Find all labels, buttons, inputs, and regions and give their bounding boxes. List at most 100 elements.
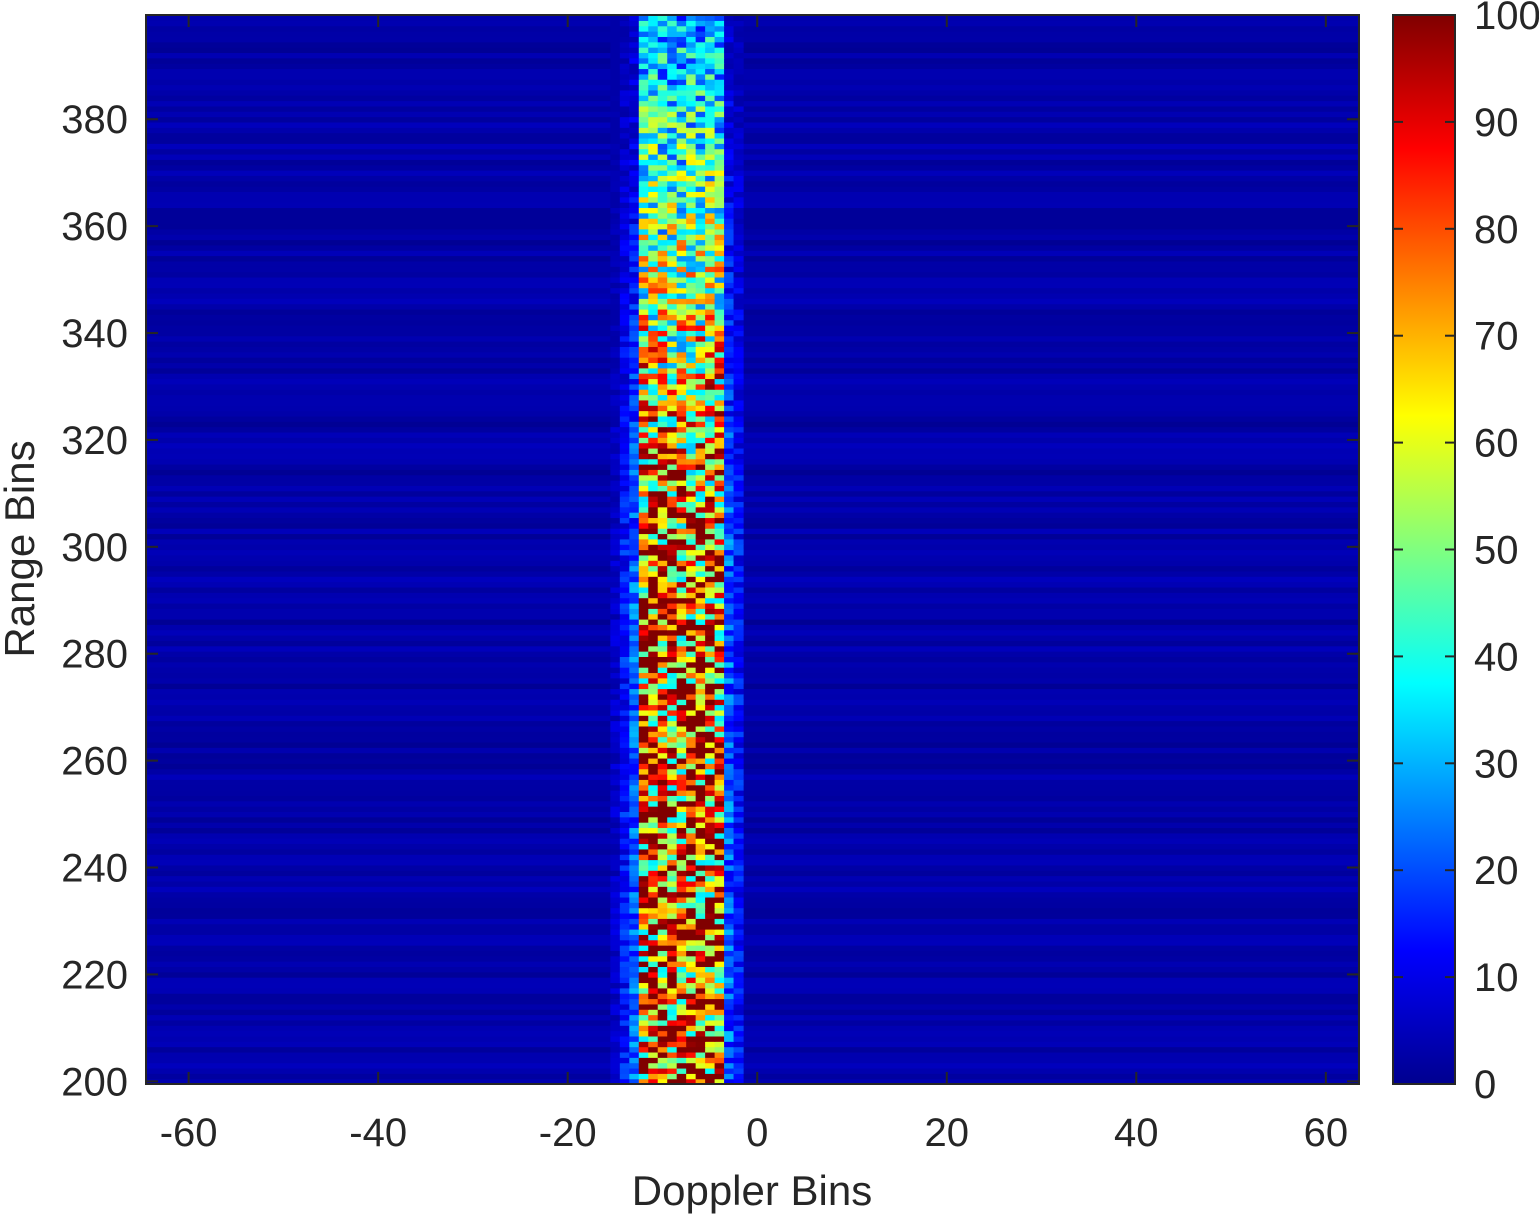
heatmap-cell [705,624,716,631]
heatmap-cell [667,191,678,198]
heatmap-cell [638,971,649,978]
heatmap-cell [714,31,725,37]
heatmap-cell [695,544,706,551]
heatmap-cell [695,822,706,829]
heatmap-cell [714,608,725,615]
heatmap-cell [667,1035,678,1042]
heatmap-cell [676,266,687,273]
heatmap-cell [619,474,630,481]
heatmap-cell [619,207,630,214]
heatmap-cell [714,741,725,748]
heatmap-cell [619,586,630,593]
heatmap-cell [733,474,744,481]
heatmap-cell [629,234,640,241]
heatmap-cell [667,480,678,486]
heatmap-cell [610,84,621,91]
heatmap-cell [714,1009,725,1016]
heatmap-cell [657,383,668,390]
heatmap-cell [629,667,640,674]
heatmap-cell [610,218,621,225]
heatmap-cell [667,287,678,294]
heatmap-cell [724,180,735,187]
heatmap-cell [724,308,735,315]
heatmap-cell [629,998,640,1005]
heatmap-cell [695,522,706,529]
heatmap-cell [733,784,744,791]
heatmap-cell [610,993,621,1000]
heatmap-cell [733,928,744,935]
heatmap-cell [629,405,640,412]
heatmap-cell [676,496,687,502]
heatmap-cell [648,902,659,909]
heatmap-cell [629,886,640,893]
heatmap-cell [610,800,621,807]
heatmap-cell [657,576,668,583]
heatmap-cell [657,73,668,80]
heatmap-cell [629,832,640,839]
heatmap-cell [676,629,687,636]
heatmap-cell [714,667,725,674]
heatmap-cell [610,469,621,476]
heatmap-cell [657,485,668,492]
heatmap-cell [629,223,640,230]
heatmap-cell [676,1057,687,1064]
heatmap-cell [610,597,621,604]
heatmap-cell [686,533,697,540]
heatmap-cell [724,635,735,641]
heatmap-cell [638,63,649,70]
heatmap-cell [619,458,630,465]
heatmap-cell [714,1003,725,1010]
y-tick-label: 340 [61,312,128,356]
heatmap-cell [724,164,735,171]
heatmap-cell [733,79,744,86]
heatmap-cell [638,282,649,289]
heatmap-cell [733,63,744,70]
heatmap-cell [695,784,706,791]
heatmap-cell [733,159,744,166]
heatmap-cell [657,977,668,984]
heatmap-cell [676,447,687,454]
heatmap-cell [714,651,725,657]
heatmap-cell [619,1067,630,1074]
heatmap-cell [648,36,659,43]
heatmap-cell [686,287,697,294]
heatmap-cell [657,704,668,711]
heatmap-cell [695,308,706,315]
heatmap-cell [676,822,687,829]
heatmap-cell [733,31,744,37]
heatmap-cell [629,506,640,513]
heatmap-cell [686,768,697,775]
heatmap-row-background [146,736,1359,743]
heatmap-cell [686,757,697,764]
heatmap-cell [638,544,649,551]
heatmap-cell [667,228,678,235]
heatmap-cell [724,496,735,502]
heatmap-cell [714,886,725,893]
heatmap-row-background [146,640,1359,647]
heatmap-cell [657,474,668,481]
heatmap-cell [724,667,735,674]
heatmap-cell [676,939,687,946]
heatmap-cell [629,827,640,834]
heatmap-cell [695,934,706,941]
heatmap-cell [676,955,687,962]
heatmap-row-background [146,1062,1359,1069]
heatmap-cell [619,415,630,422]
heatmap-cell [705,645,716,652]
heatmap-cell [733,287,744,294]
heatmap-cell [667,731,678,738]
heatmap-cell [657,811,668,818]
heatmap-cell [714,645,725,652]
heatmap-cell [648,506,659,513]
heatmap-cell [724,186,735,192]
heatmap-cell [657,480,668,486]
heatmap-cell [733,763,744,770]
heatmap-cell [629,490,640,497]
heatmap-cell [648,763,659,770]
heatmap-cell [686,52,697,59]
heatmap-cell [629,95,640,102]
heatmap-cell [724,223,735,230]
heatmap-cell [695,608,706,615]
heatmap-cell [657,517,668,524]
heatmap-cell [724,271,735,278]
